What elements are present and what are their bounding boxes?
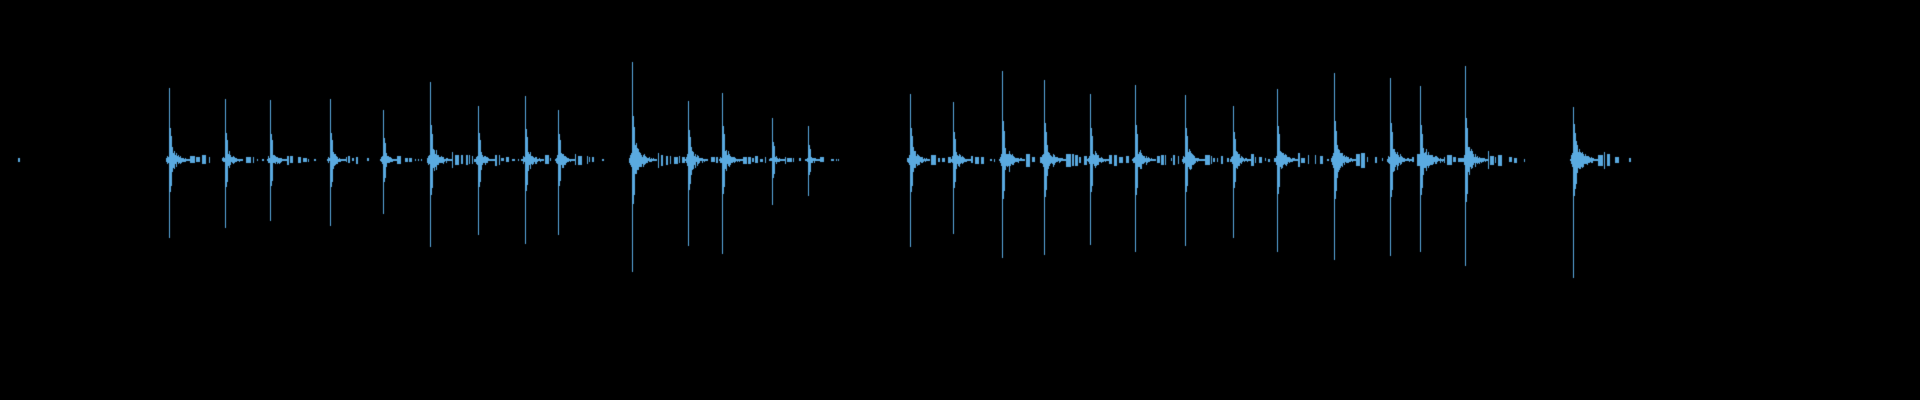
audio-waveform-canvas[interactable]	[0, 0, 1920, 400]
waveform-view[interactable]	[0, 0, 1920, 400]
